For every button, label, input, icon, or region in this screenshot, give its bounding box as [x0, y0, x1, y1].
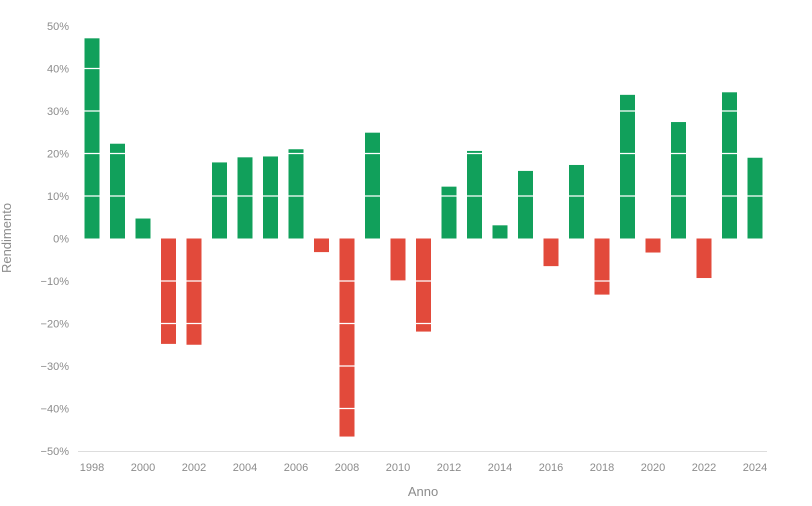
bars — [84, 38, 763, 437]
y-tick-label: 0% — [53, 234, 69, 246]
x-tick-label: 2006 — [284, 462, 308, 474]
y-tick-label: 20% — [47, 149, 69, 161]
bar-2020 — [645, 238, 661, 253]
x-tick-label: 2000 — [131, 462, 155, 474]
bar-2018 — [594, 238, 610, 295]
bar-gridline-overlay — [78, 25, 767, 410]
x-tick-label: 2012 — [437, 462, 461, 474]
bar-2001 — [161, 238, 176, 344]
bar-2005 — [263, 156, 278, 239]
y-tick-label: 50% — [47, 21, 69, 33]
bar-2015 — [518, 170, 533, 239]
y-tick-label: −50% — [41, 446, 70, 458]
y-axis-ticks: 50% 40% 30% 20% 10% 0% −10% −20% −30% −40% −50% — [41, 21, 70, 458]
bar-2008 — [339, 238, 355, 437]
bar-2016 — [543, 238, 559, 267]
bar-2012 — [441, 186, 457, 239]
x-tick-label: 2022 — [692, 462, 716, 474]
bar-2011 — [416, 238, 431, 332]
bar-2006 — [288, 149, 304, 239]
x-tick-label: 1998 — [80, 462, 104, 474]
bar-2003 — [212, 162, 227, 239]
bar-2009 — [365, 132, 380, 239]
y-tick-label: −10% — [41, 276, 70, 288]
bar-2007 — [314, 238, 329, 253]
bar-2023 — [722, 92, 737, 239]
x-axis-title: Anno — [408, 484, 438, 499]
bar-2013 — [467, 150, 482, 239]
y-tick-label: −20% — [41, 319, 70, 331]
x-axis-ticks: 1998 2000 2002 2004 2006 2008 2010 2012 2014 2016… — [80, 462, 767, 474]
x-tick-label: 2004 — [233, 462, 257, 474]
x-tick-label: 2024 — [743, 462, 767, 474]
x-tick-label: 2018 — [590, 462, 614, 474]
bar-2017 — [569, 164, 584, 239]
bar-2024 — [747, 157, 763, 239]
bar-2010 — [390, 238, 406, 281]
bar-2000 — [135, 218, 151, 239]
y-axis-title: Rendimento — [0, 203, 14, 273]
bar-2022 — [696, 238, 712, 279]
bar-1998 — [84, 38, 100, 239]
bar-1999 — [110, 143, 125, 239]
x-tick-label: 2010 — [386, 462, 410, 474]
y-tick-label: −30% — [41, 361, 70, 373]
x-tick-label: 2002 — [182, 462, 206, 474]
bar-2002 — [186, 238, 202, 345]
x-tick-label: 2008 — [335, 462, 359, 474]
y-tick-label: 30% — [47, 106, 69, 118]
y-tick-label: −40% — [41, 404, 70, 416]
bar-2014 — [492, 225, 508, 239]
y-tick-label: 40% — [47, 64, 69, 76]
y-tick-label: 10% — [47, 191, 69, 203]
x-tick-label: 2014 — [488, 462, 512, 474]
x-tick-label: 2016 — [539, 462, 563, 474]
bar-2019 — [620, 94, 635, 239]
x-tick-label: 2020 — [641, 462, 665, 474]
bar-2004 — [237, 157, 253, 239]
bar-2021 — [671, 122, 686, 239]
